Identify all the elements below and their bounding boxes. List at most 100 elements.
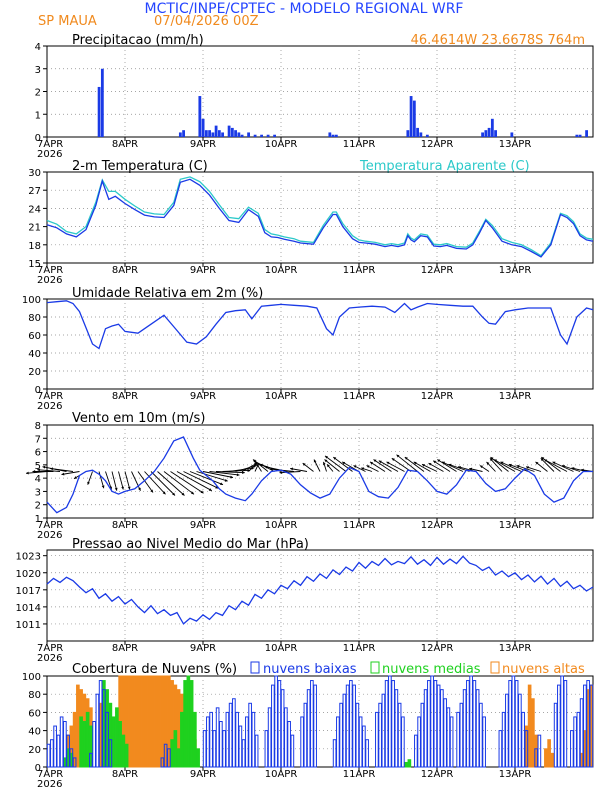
x-tick-label: 12APR <box>421 769 454 780</box>
low-cloud-bar <box>277 680 282 768</box>
low-cloud-bar <box>206 716 210 768</box>
y-tick-label: 27 <box>28 186 41 197</box>
wind-vector-head <box>247 468 251 472</box>
plot-frame <box>46 171 594 264</box>
precip-bar <box>221 132 224 137</box>
low-cloud-bar <box>576 711 581 768</box>
wind-vector <box>176 471 213 492</box>
low-cloud-bar <box>430 675 434 768</box>
header-coords: 46.4614W 23.6678S 764m <box>411 33 585 48</box>
header-location: SP MAUA <box>38 14 97 29</box>
low-cloud-bar <box>248 702 252 768</box>
wind-vector-head <box>469 467 473 471</box>
low-cloud-bar <box>352 684 356 768</box>
y-tick-label: 15 <box>28 259 41 270</box>
low-cloud-bar <box>362 725 366 768</box>
low-cloud-bar <box>271 684 275 768</box>
mid-cloud-bar <box>183 680 187 768</box>
series-line <box>46 436 593 514</box>
mid-cloud-bar <box>173 730 178 768</box>
wind-vector-head <box>322 461 326 465</box>
low-cloud-bar <box>339 702 343 768</box>
precip-bar <box>328 132 332 137</box>
wind-vector-head <box>324 459 328 463</box>
low-cloud-bar <box>274 675 278 768</box>
y-tick-label: 0 <box>35 133 41 144</box>
wind-vector-head <box>242 471 245 475</box>
wind-vector <box>437 459 457 472</box>
wind-vector-head <box>220 482 223 486</box>
x-tick-label: 12APR <box>421 391 454 402</box>
panel-title-temperature: 2-m Temperatura (C) <box>72 159 208 174</box>
precip-bar <box>204 130 208 137</box>
low-cloud-bar <box>479 702 483 768</box>
wind-vector <box>163 471 195 495</box>
y-tick-label: 18 <box>28 241 41 252</box>
low-cloud-bar <box>589 684 594 768</box>
x-tick-label: 7APR <box>37 265 63 276</box>
y-tick-label: 1020 <box>16 569 41 580</box>
y-tick-label: 60 <box>28 708 41 719</box>
x-tick-label: 10APR <box>265 643 298 654</box>
wind-vector-head <box>373 459 377 463</box>
precip-bar <box>234 130 237 137</box>
wind-vector <box>209 471 240 476</box>
y-tick-label: 5 <box>35 461 41 472</box>
low-cloud-bar <box>202 730 207 768</box>
wind-vector <box>131 471 141 491</box>
plot-frame <box>46 549 594 642</box>
wind-vector-head <box>101 485 105 489</box>
y-tick-label: 3 <box>35 65 41 76</box>
wind-vector-head <box>50 467 53 471</box>
low-cloud-bar <box>245 716 249 768</box>
x-tick-label: 12APR <box>421 643 454 654</box>
low-cloud-bar <box>423 689 428 768</box>
low-cloud-bar <box>449 716 454 768</box>
low-cloud-bar <box>264 730 269 768</box>
wind-vector-head <box>26 471 29 475</box>
low-cloud-bar <box>209 711 213 768</box>
wind-vector <box>500 461 522 472</box>
x-tick-label: 10APR <box>265 391 298 402</box>
wind-vector-head <box>422 464 425 467</box>
wind-vector <box>404 456 425 472</box>
wind-vector-head <box>541 457 545 460</box>
low-cloud-bar <box>511 675 516 768</box>
wind-vector-head <box>127 486 131 490</box>
y-tick-label: 40 <box>28 727 41 738</box>
precip-bar <box>494 130 497 137</box>
wind-vector-head <box>270 467 273 471</box>
low-cloud-bar <box>349 680 353 768</box>
x-tick-label: 8APR <box>112 769 138 780</box>
mid-cloud-bar <box>111 716 116 768</box>
panel-title-humidity: Umidade Relativa em 2m (%) <box>72 286 263 301</box>
low-cloud-bar <box>267 707 272 768</box>
x-tick-label: 10APR <box>265 769 298 780</box>
mid-cloud-bar <box>404 761 408 768</box>
low-cloud-bar <box>521 711 525 768</box>
plot-frame <box>46 298 594 390</box>
x-tick-label: 10APR <box>265 265 298 276</box>
wind-vector-head <box>526 466 529 469</box>
low-cloud-bar <box>384 680 389 768</box>
low-cloud-bar <box>66 734 70 768</box>
high-cloud-bar <box>144 675 148 768</box>
x-tick-label: 9APR <box>190 643 216 654</box>
precip-bar <box>230 127 234 137</box>
low-cloud-bar <box>553 702 558 768</box>
low-cloud-bar <box>414 734 418 768</box>
x-year-label: 2026 <box>37 401 62 412</box>
wind-vector <box>333 456 353 472</box>
low-cloud-bar <box>524 730 529 768</box>
mid-cloud-bar <box>118 721 122 768</box>
y-tick-label: 1011 <box>16 620 41 631</box>
x-tick-label: 11APR <box>343 139 376 150</box>
wind-vector-head <box>327 464 330 468</box>
y-tick-label: 1023 <box>16 552 41 563</box>
wind-vector-head <box>236 473 240 477</box>
low-cloud-bar <box>456 711 460 768</box>
y-tick-label: 2 <box>35 88 41 99</box>
y-tick-label: 0 <box>35 385 41 396</box>
wind-vector-head <box>172 492 175 496</box>
x-tick-label: 9APR <box>190 265 216 276</box>
